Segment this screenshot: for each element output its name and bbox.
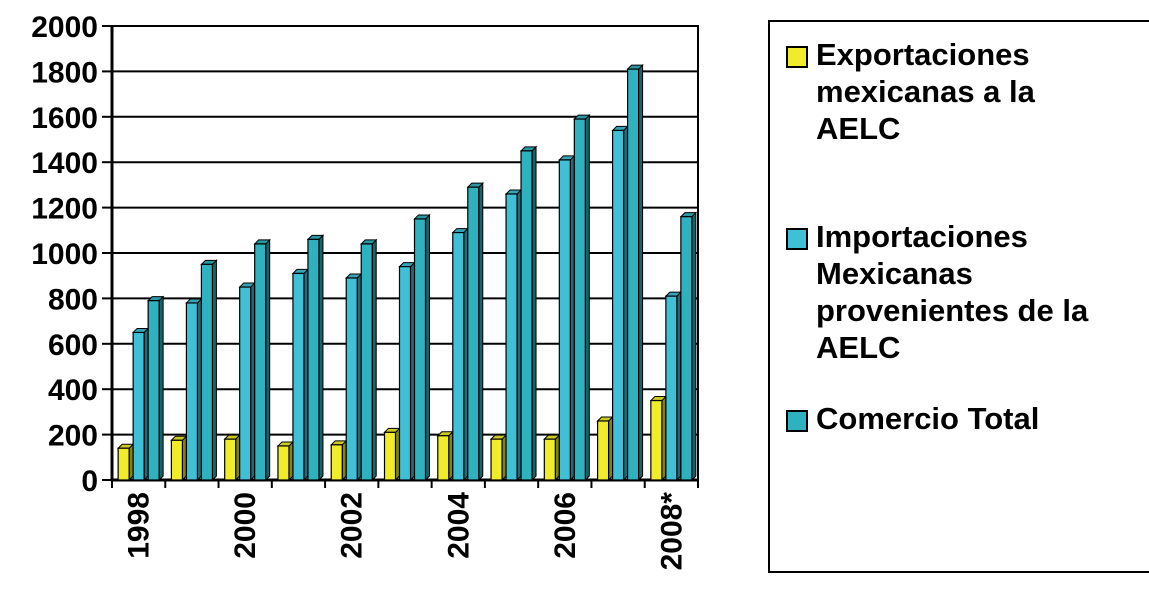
- bar-series-3: [200, 263, 214, 481]
- bar-series-3: [520, 150, 533, 481]
- y-tick-label: 800: [48, 283, 98, 316]
- bar-series-2: [452, 231, 465, 481]
- bar-side: [463, 227, 469, 482]
- x-tick-label: 2000: [229, 492, 262, 559]
- bar-side: [143, 327, 149, 482]
- bar-series-2: [398, 266, 412, 481]
- bar-side: [410, 261, 415, 482]
- legend-label-importaciones: Importaciones Mexicanas provenientes de …: [816, 219, 1089, 365]
- bar-series-3: [573, 118, 586, 481]
- bar-series-3: [254, 243, 267, 481]
- bar-side: [356, 272, 362, 482]
- bar-series-1: [277, 445, 290, 481]
- bar-series-2: [185, 302, 199, 481]
- bar-series-1: [117, 447, 130, 481]
- bar-series-1: [490, 438, 503, 481]
- y-tick-label: 400: [48, 374, 98, 407]
- bar-side: [425, 213, 430, 482]
- bar-series-2: [292, 272, 305, 481]
- bar-series-1: [330, 444, 343, 481]
- bar-side: [303, 268, 309, 482]
- bar-series-2: [345, 277, 358, 481]
- bar-side: [196, 297, 202, 482]
- x-tick-label: 1998: [123, 492, 156, 559]
- x-tick-label: 2002: [336, 492, 369, 559]
- y-tick-label: 0: [81, 465, 98, 498]
- chart-legend: Exportaciones mexicanas a la AELC Import…: [768, 20, 1149, 573]
- bar-series-1: [543, 438, 556, 481]
- y-tick-label: 600: [48, 329, 98, 362]
- bar-series-3: [467, 186, 480, 481]
- y-tick-label: 200: [48, 420, 98, 453]
- bar-side: [158, 295, 164, 482]
- bar-series-3: [413, 218, 427, 481]
- bar-series-1: [437, 435, 450, 481]
- bar-side: [478, 181, 484, 482]
- bar-side: [448, 430, 454, 482]
- x-tick-label: 2008*: [655, 492, 688, 571]
- x-tick-label: 2006: [549, 492, 582, 559]
- bar-series-1: [170, 439, 184, 481]
- bar-series-2: [239, 286, 252, 481]
- legend-swatch-exportaciones: [786, 46, 808, 68]
- bar-side: [211, 259, 217, 482]
- bar-series-1: [650, 399, 663, 481]
- bar-series-2: [132, 331, 145, 481]
- bar-chart: 0 200 400 600 800 1000 1200 1400 1600 1800 2000 199…: [31, 11, 699, 571]
- legend-swatch-importaciones: [786, 228, 808, 250]
- bar-side: [265, 238, 271, 482]
- legend-item-exportaciones: Exportaciones mexicanas a la AELC: [786, 36, 1035, 147]
- bar-series-1: [224, 438, 237, 481]
- bar-series-3: [307, 238, 320, 481]
- bar-side: [181, 435, 187, 482]
- y-tick-label: 1800: [31, 56, 98, 89]
- bar-side: [235, 433, 241, 482]
- bar-side: [501, 433, 507, 482]
- bar-side: [318, 234, 324, 482]
- y-tick-label: 1200: [31, 193, 98, 226]
- bar-series-2: [665, 295, 678, 481]
- y-tick-label: 1600: [31, 102, 98, 135]
- bar-series-3: [360, 243, 373, 481]
- bar-series-3: [626, 68, 640, 481]
- y-tick-label: 1000: [31, 238, 98, 271]
- legend-item-importaciones: Importaciones Mexicanas provenientes de …: [786, 218, 1088, 366]
- bar-side: [395, 427, 400, 482]
- bar-side: [371, 238, 377, 482]
- bar-series-3: [680, 216, 693, 481]
- legend-label-comercio-total: Comercio Total: [816, 401, 1040, 436]
- legend-label-exportaciones: Exportaciones mexicanas a la AELC: [816, 37, 1035, 146]
- legend-item-comercio-total: Comercio Total: [786, 400, 1039, 437]
- bar-series-3: [147, 300, 160, 481]
- bar-series-1: [383, 431, 397, 481]
- bar-side: [128, 443, 134, 482]
- bar-side: [288, 440, 294, 482]
- bar-series-1: [596, 420, 610, 481]
- y-tick-label: 1400: [31, 147, 98, 180]
- bar-side: [341, 439, 347, 482]
- bar-series-2: [505, 193, 518, 481]
- legend-swatch-comercio-total: [786, 410, 808, 432]
- bar-series-2: [558, 159, 571, 481]
- x-tick-label: 2004: [442, 492, 475, 559]
- bar-side: [250, 281, 256, 482]
- bar-series-2: [611, 129, 625, 481]
- y-tick-label: 2000: [31, 11, 98, 44]
